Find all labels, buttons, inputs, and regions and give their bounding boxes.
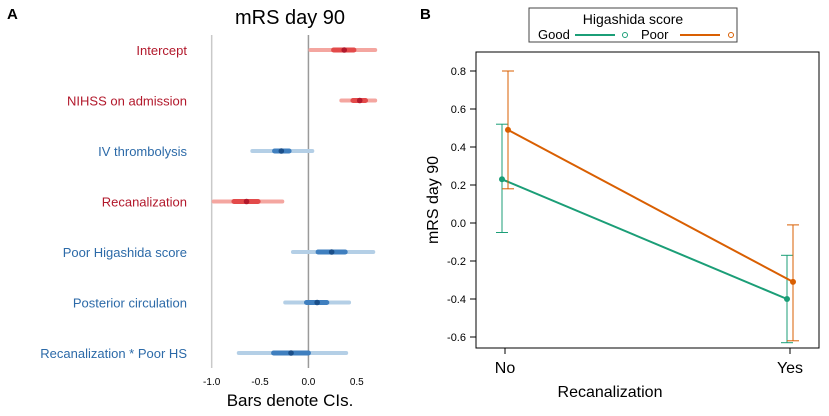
x-tick-label: 0.5	[350, 377, 364, 388]
y-tick-label: 0.6	[451, 104, 466, 116]
term-label: Recanalization	[102, 195, 187, 210]
series-line-poor	[507, 129, 794, 283]
term-label: NIHSS on admission	[67, 94, 187, 109]
forest-title: mRS day 90	[235, 7, 345, 29]
y-tick-label: -0.2	[447, 256, 466, 268]
estimate-point	[314, 299, 320, 306]
legend-frame	[528, 7, 738, 43]
data-point	[790, 278, 796, 285]
legend-label-poor: Poor	[641, 27, 669, 42]
legend-title: Higashida score	[583, 11, 684, 27]
term-label: Poor Higashida score	[63, 245, 187, 260]
legend: Higashida score Good Poor	[528, 7, 738, 43]
data-point	[499, 176, 505, 183]
data-point	[784, 296, 790, 302]
y-tick-label: 0.8	[451, 66, 466, 78]
estimate-point	[278, 148, 285, 154]
estimate-point	[288, 350, 294, 356]
line-ylabel: mRS day 90	[425, 156, 442, 244]
x-tick-label: -0.5	[251, 377, 269, 388]
legend-point-good	[622, 32, 628, 38]
line-plot-frame	[475, 51, 820, 349]
estimate-point	[341, 47, 348, 53]
y-tick-label: 0.0	[451, 218, 466, 230]
x-tick-label: No	[495, 360, 516, 377]
line-xlabel: Recanalization	[558, 384, 663, 401]
y-tick-label: 0.4	[451, 142, 466, 154]
panel-b-label: B	[420, 6, 431, 23]
series-line-good	[501, 178, 788, 300]
y-tick-label: -0.6	[447, 332, 466, 344]
x-tick-label: -1.0	[203, 377, 221, 388]
x-tick-label: 0.0	[301, 377, 315, 388]
x-tick-label: Yes	[777, 360, 803, 377]
y-tick-label: 0.2	[451, 180, 466, 192]
y-tick-label: -0.4	[447, 294, 466, 306]
panel-a-label: A	[7, 6, 18, 23]
legend-point-poor	[728, 32, 734, 38]
forest-xlabel: Bars denote CIs.	[227, 391, 354, 410]
term-label: IV thrombolysis	[98, 144, 187, 159]
estimate-point	[356, 97, 363, 104]
line-plot: -0.6 -0.4 -0.2 0.0 0.2 0.4 0.6 0.8 No Yes	[447, 66, 803, 377]
term-label: Recanalization * Poor HS	[40, 346, 187, 361]
forest-plot: -1.0 -0.5 0.0 0.5 Intercept NIHSS on admissio…	[40, 35, 378, 388]
estimate-point	[243, 198, 250, 205]
data-point	[505, 126, 511, 133]
term-label: Posterior circulation	[73, 296, 187, 311]
estimate-point	[328, 249, 335, 255]
legend-label-good: Good	[538, 27, 570, 42]
term-label: Intercept	[136, 43, 187, 58]
